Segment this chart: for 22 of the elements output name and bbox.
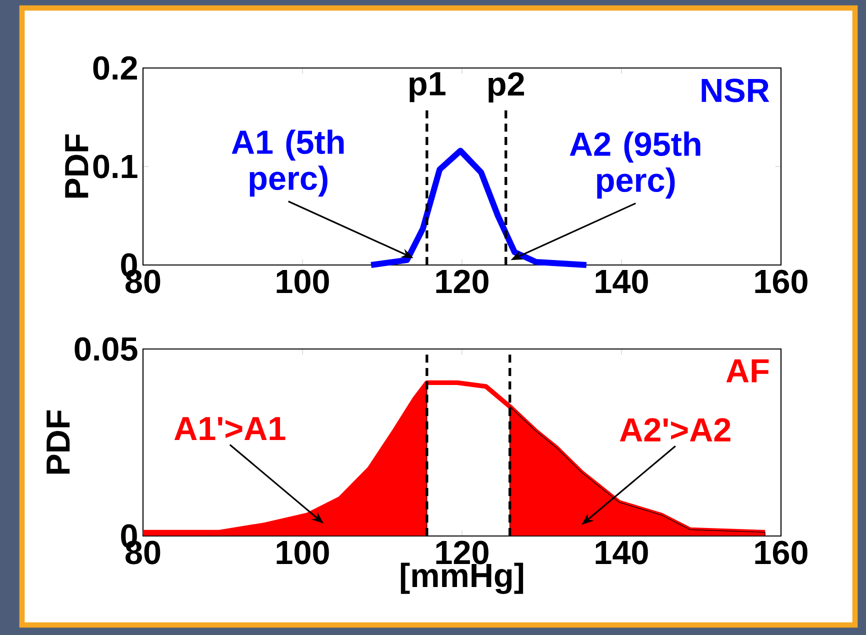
- x-axis-title: [mmHg]: [400, 562, 524, 594]
- y-tick-label: 0.2: [93, 56, 137, 80]
- x-tick-label: 120: [436, 270, 488, 294]
- x-tick-label: 100: [276, 270, 329, 294]
- y-axis-title: PDF: [65, 134, 88, 198]
- x-tick-label: 120: [436, 540, 488, 564]
- text: AF: [726, 359, 769, 382]
- y-tick-label: 0.05: [74, 337, 138, 361]
- x-tick-label: 160: [755, 540, 808, 564]
- y-tick-label: 0.1: [93, 154, 138, 178]
- ref-line-label: p2: [488, 72, 524, 102]
- annotation: A2'>A2: [620, 418, 730, 442]
- x-tick-label: 100: [276, 540, 329, 564]
- annotation: A2 (95th perc): [570, 132, 700, 199]
- x-tick-label: 160: [755, 270, 808, 294]
- x-tick-label: 140: [596, 270, 648, 294]
- annotation: A1 (5th perc): [232, 130, 344, 197]
- text: NSR: [702, 78, 770, 102]
- ref-line-label: p1: [410, 72, 446, 102]
- y-axis-title: PDF: [46, 410, 70, 474]
- annotation: A1'>A1: [174, 417, 286, 440]
- x-tick-label: 140: [596, 540, 648, 564]
